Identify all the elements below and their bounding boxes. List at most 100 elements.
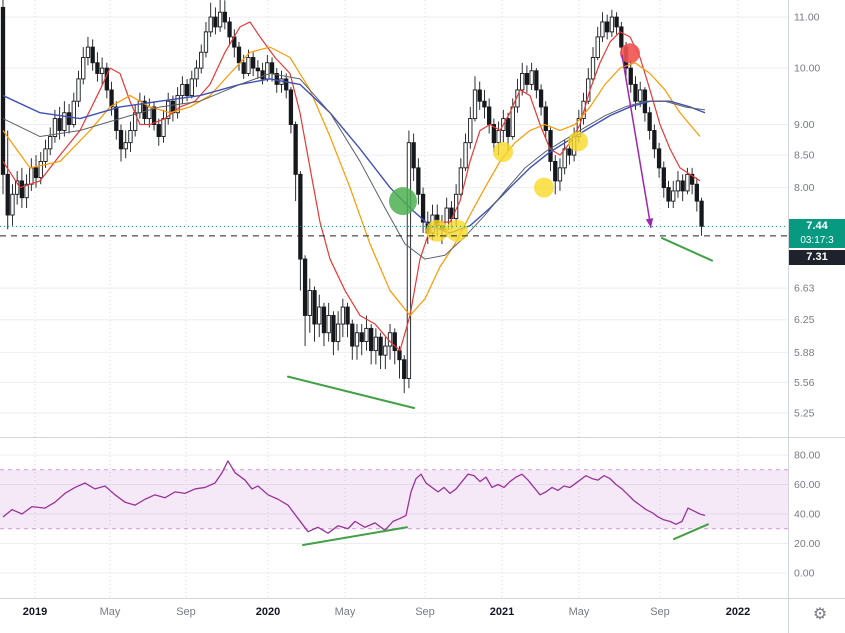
candle-body xyxy=(458,167,463,195)
rsi-trendline[interactable] xyxy=(673,523,709,541)
time-axis[interactable]: 2019 May Sep 2020 May Sep 2021 May Sep 2022 xyxy=(23,606,750,618)
rsi-tick-label: 80.00 xyxy=(794,450,820,462)
candle-body xyxy=(90,46,95,64)
candle-body xyxy=(581,100,586,120)
candle-body xyxy=(114,106,119,131)
candle-body xyxy=(142,100,147,120)
candle-body xyxy=(359,332,364,343)
candle-body xyxy=(680,180,685,192)
arrow-line[interactable] xyxy=(621,54,652,228)
candle-body xyxy=(510,106,515,137)
price-tick-label: 5.25 xyxy=(794,408,815,420)
candle-body xyxy=(312,290,317,325)
price-tick-label: 9.00 xyxy=(794,119,815,131)
rsi-trendline[interactable] xyxy=(302,526,408,546)
price-trendline[interactable] xyxy=(661,237,713,262)
candle-body xyxy=(269,62,275,74)
candle-body xyxy=(29,167,34,185)
ma-gray xyxy=(2,72,706,260)
candle-body xyxy=(609,16,615,33)
candle-body xyxy=(402,359,407,379)
candle-body xyxy=(420,193,426,223)
candle-body xyxy=(595,36,600,58)
candle-body xyxy=(71,100,76,125)
candle-body xyxy=(520,73,525,91)
candle-body xyxy=(0,6,6,175)
candle-body xyxy=(10,193,15,216)
candle-body xyxy=(118,130,124,150)
candle-body xyxy=(378,336,383,356)
candle-body xyxy=(331,315,336,343)
rsi-tick-label: 20.00 xyxy=(794,538,820,550)
candle-body xyxy=(397,350,402,361)
candle-body xyxy=(52,118,58,137)
marker-circle[interactable] xyxy=(534,177,554,198)
marker-circle[interactable] xyxy=(426,219,448,242)
rsi-band xyxy=(0,469,788,529)
candle-body xyxy=(128,130,133,144)
candle-body xyxy=(534,70,539,91)
candle-body xyxy=(496,130,501,144)
candle-body xyxy=(656,148,662,169)
ma-mid-orange xyxy=(2,46,701,317)
price-tick-label: 8.50 xyxy=(794,150,815,162)
price-tick-label: 6.25 xyxy=(794,314,815,326)
marker-circle[interactable] xyxy=(568,131,588,152)
candle-body xyxy=(335,323,341,343)
marker-circle[interactable] xyxy=(493,141,513,162)
price-axis[interactable]: 11.00 10.00 9.00 8.50 8.00 6.63 6.25 5.88 5.56 5.… xyxy=(794,12,820,580)
rsi-pane xyxy=(0,460,788,546)
drawn-level-value: 7.31 xyxy=(806,251,828,263)
settings-gear-icon[interactable]: ⚙ xyxy=(812,606,828,623)
candle-body xyxy=(48,136,53,150)
candle-body xyxy=(33,167,39,179)
candle-body xyxy=(553,160,558,182)
candle-body xyxy=(288,89,294,125)
candle-body xyxy=(350,323,355,347)
candle-body xyxy=(246,57,251,74)
candle-body xyxy=(491,124,497,144)
candle-body xyxy=(472,89,478,120)
candle-body xyxy=(298,173,303,260)
candle-body xyxy=(477,89,482,102)
candle-body xyxy=(468,118,473,144)
countdown-value: 03:17:3 xyxy=(800,235,834,246)
marker-circle[interactable] xyxy=(620,43,640,64)
candle-body xyxy=(222,11,227,23)
candle-body xyxy=(81,57,86,80)
marker-circle[interactable] xyxy=(389,187,417,216)
candle-body xyxy=(633,83,638,102)
candle-body xyxy=(38,160,43,179)
rsi-tick-label: 40.00 xyxy=(794,509,820,521)
last-price-badge: 7.44 xyxy=(789,219,845,234)
ma-fast-red xyxy=(2,21,701,352)
candle-body xyxy=(487,106,492,125)
time-tick-label: Sep xyxy=(176,606,196,618)
candle-body xyxy=(652,130,657,150)
candle-body xyxy=(628,67,633,85)
candle-body xyxy=(411,142,416,169)
candle-body xyxy=(203,31,209,53)
candle-body xyxy=(543,106,548,131)
candle-body xyxy=(151,106,157,125)
candle-body xyxy=(255,67,261,72)
candle-body xyxy=(166,100,171,120)
candle-body xyxy=(265,62,270,80)
time-tick-label: 2021 xyxy=(490,606,514,618)
marker-circle[interactable] xyxy=(446,219,468,242)
candle-body xyxy=(184,83,190,97)
candle-body xyxy=(274,73,279,85)
candle-body xyxy=(567,148,572,156)
candle-body xyxy=(505,118,511,137)
drawn-level-badge: 7.31 xyxy=(789,250,845,265)
price-trendline[interactable] xyxy=(287,375,415,410)
candle-body xyxy=(661,167,666,189)
candle-body xyxy=(482,100,487,108)
price-tick-label: 11.00 xyxy=(794,12,820,24)
candle-body xyxy=(463,142,468,169)
candle-body xyxy=(5,173,10,216)
candle-body xyxy=(137,100,143,114)
candle-body xyxy=(699,200,704,227)
